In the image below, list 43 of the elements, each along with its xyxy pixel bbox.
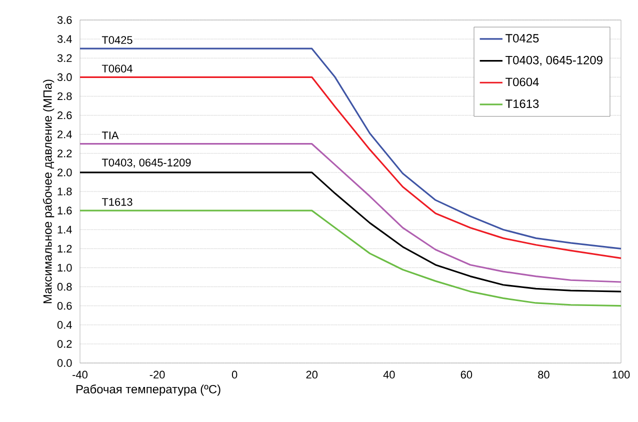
x-tick-label: -40 <box>72 370 88 379</box>
y-tick-label: 2.8 <box>58 92 72 100</box>
legend-label: T0403, 0645-1209 <box>506 56 602 66</box>
y-tick-label: 1.2 <box>58 244 72 252</box>
y-tick-label: 3.6 <box>57 16 72 24</box>
x-axis-title: Рабочая температура (ºC) <box>76 384 220 396</box>
line-series <box>79 48 622 250</box>
y-tick-label: 3.2 <box>57 54 72 62</box>
legend-label: T1613 <box>506 100 539 108</box>
x-tick-label: 80 <box>538 370 550 379</box>
y-tick-label: 2.0 <box>58 168 72 176</box>
y-tick-label: 2.6 <box>58 111 72 120</box>
x-tick-label: 0 <box>232 370 238 379</box>
line-series <box>79 143 622 283</box>
annotation: TIA <box>102 132 119 140</box>
legend-label: T0425 <box>506 34 539 43</box>
line-series <box>79 76 622 259</box>
y-tick-label: 0.0 <box>57 359 72 367</box>
annotation: T1613 <box>102 198 132 206</box>
x-tick-label: 100 <box>612 370 630 379</box>
x-tick-label: 20 <box>306 370 318 379</box>
y-tick-label: 3.0 <box>57 73 72 82</box>
y-tick-label: 2.4 <box>58 130 72 138</box>
y-tick-label: 1.4 <box>58 226 72 234</box>
y-tick-label: 1.0 <box>58 264 72 272</box>
y-tick-label: 0.2 <box>57 340 72 348</box>
annotation: T0425 <box>102 36 132 44</box>
y-tick-label: 2.2 <box>58 150 72 158</box>
y-tick-label: 3.4 <box>57 35 72 43</box>
x-tick-label: 40 <box>383 370 395 379</box>
y-tick-label: 0.8 <box>57 282 72 291</box>
x-tick-label: -20 <box>150 370 165 379</box>
y-tick-label: 0.6 <box>57 302 72 310</box>
x-tick-label: 60 <box>460 370 472 379</box>
line-series <box>79 210 622 307</box>
annotation: T0604 <box>102 64 132 72</box>
y-tick-label: 1.8 <box>58 188 72 196</box>
y-tick-label: 0.4 <box>57 321 72 329</box>
y-axis-title: Максимальное рабочее давление (МПа) <box>42 80 54 304</box>
line-series <box>79 172 622 292</box>
y-tick-label: 1.6 <box>58 206 72 214</box>
annotation: T0403, 0645-1209 <box>102 158 191 168</box>
legend-label: T0604 <box>506 78 539 86</box>
